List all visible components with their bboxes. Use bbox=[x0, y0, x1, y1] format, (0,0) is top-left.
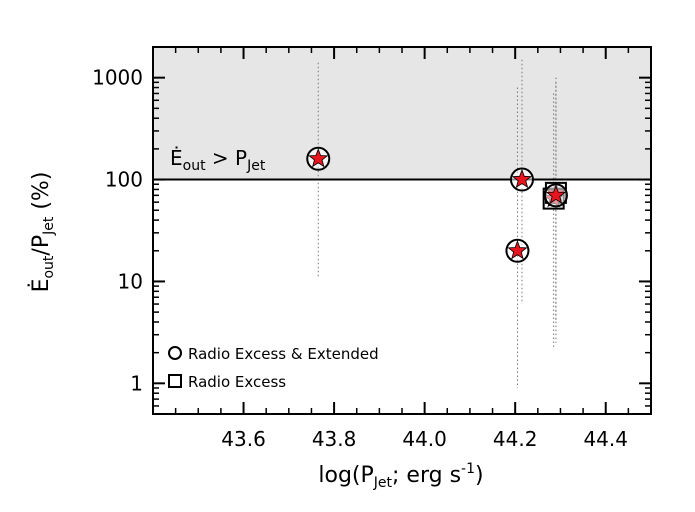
x-tick-label: 43.6 bbox=[221, 427, 266, 451]
point-star bbox=[308, 148, 329, 168]
x-tick-label: 44.4 bbox=[583, 427, 628, 451]
legend-label-square: Radio Excess bbox=[188, 373, 286, 391]
shaded-region bbox=[153, 47, 651, 180]
x-tick-label: 44.0 bbox=[402, 427, 447, 451]
point-star bbox=[507, 240, 528, 260]
annotation-eout-gt-pjet: Ėout > PJet bbox=[170, 146, 266, 174]
legend-circle-marker bbox=[168, 346, 182, 360]
y-axis-title: Ėout/PJet (%) bbox=[28, 172, 57, 293]
x-tick-label: 44.2 bbox=[493, 427, 538, 451]
y-tick-label: 1000 bbox=[92, 66, 143, 90]
legend: Radio Excess & Extended Radio Excess bbox=[168, 345, 379, 391]
y-tick-label: 100 bbox=[105, 168, 143, 192]
x-ticks: 43.6 43.8 44.0 44.2 44.4 bbox=[174, 47, 652, 451]
x-tick-label: 43.8 bbox=[312, 427, 357, 451]
y-tick-label: 1 bbox=[130, 371, 143, 395]
point-star bbox=[511, 168, 533, 189]
point-star bbox=[545, 184, 567, 204]
data-points bbox=[306, 146, 568, 263]
error-bars bbox=[317, 59, 557, 388]
y-ticks: 1 10 100 1000 bbox=[92, 46, 651, 415]
y-tick-label: 10 bbox=[118, 269, 143, 293]
legend-square-marker bbox=[168, 374, 182, 388]
x-axis-title: log(PJet; erg s-1) bbox=[318, 461, 483, 491]
legend-label-circle: Radio Excess & Extended bbox=[188, 345, 379, 363]
